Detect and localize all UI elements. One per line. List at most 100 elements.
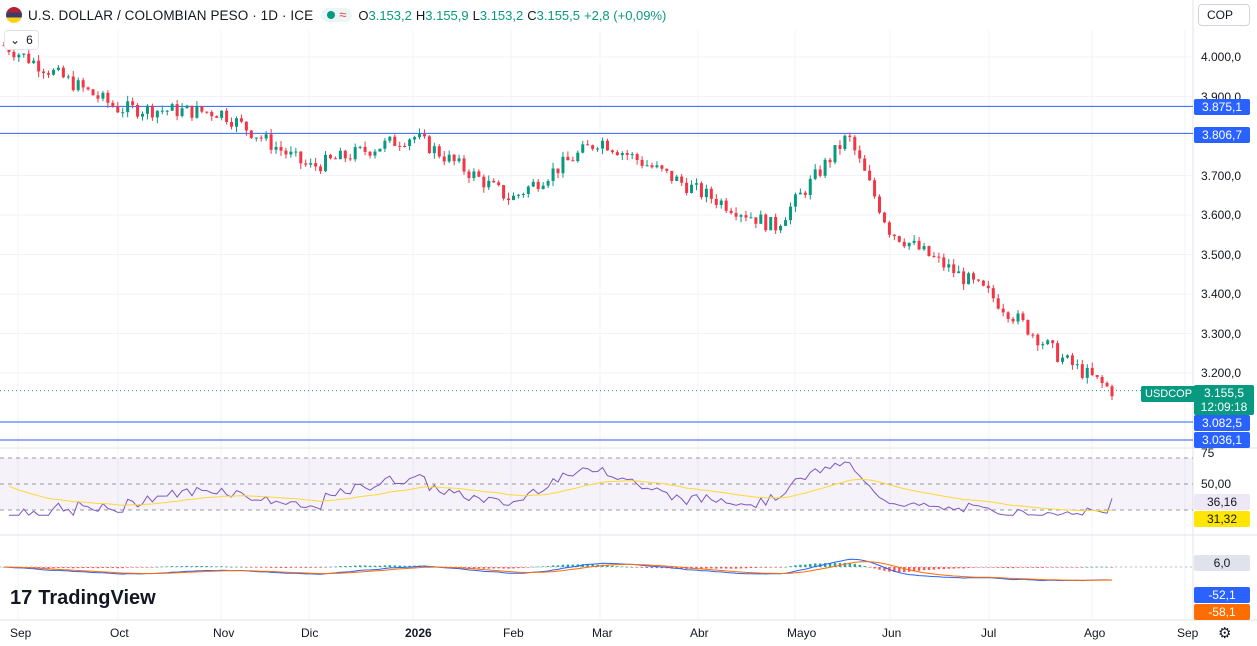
candle-body — [462, 158, 466, 172]
candle-body — [581, 144, 585, 153]
macd-histogram-bar — [695, 567, 698, 569]
candle-body — [536, 181, 540, 189]
macd-histogram-bar — [789, 566, 792, 567]
candle-body — [1011, 318, 1015, 322]
settings-gear-icon[interactable]: ⚙ — [1218, 625, 1232, 642]
macd-histogram-bar — [754, 567, 758, 569]
macd-histogram-bar — [833, 562, 837, 567]
candle-body — [1016, 313, 1020, 322]
macd-histogram-bar — [650, 567, 654, 569]
macd-histogram-bar — [769, 567, 772, 568]
candle-body — [210, 111, 214, 117]
candle-body — [388, 136, 392, 141]
candle-body — [1006, 312, 1010, 319]
candle-body — [27, 53, 31, 64]
candle-body — [437, 146, 441, 157]
currency-flag-icon — [6, 7, 22, 23]
candle-body — [680, 176, 684, 183]
candle-body — [195, 106, 199, 118]
candle-body — [482, 176, 486, 188]
candle-body — [338, 150, 342, 160]
macd-histogram-bar — [883, 567, 886, 571]
candle-body — [477, 171, 481, 177]
candle-body — [749, 217, 753, 219]
candle-body — [408, 139, 412, 146]
macd-histogram-bar — [353, 565, 357, 567]
candle-body — [225, 110, 229, 122]
candle-body — [729, 210, 733, 214]
symbol-title[interactable]: U.S. DOLLAR / COLOMBIAN PESO · 1D · ICE — [28, 7, 314, 23]
macd-histogram-bar — [724, 567, 728, 569]
macd-histogram-bar — [907, 567, 911, 572]
candle-body — [309, 163, 313, 165]
macd-histogram-bar — [611, 565, 614, 567]
time-axis-label: Jul — [981, 626, 997, 640]
candle-body — [1100, 377, 1104, 383]
candle-body — [843, 135, 847, 149]
candle-body — [269, 134, 273, 150]
macd-histogram-bar — [1016, 567, 1020, 568]
rsi-line — [8, 461, 1113, 517]
candle-body — [319, 166, 323, 172]
candle-body — [249, 130, 253, 138]
candle-body — [917, 240, 921, 250]
macd-histogram-bar — [1066, 567, 1069, 568]
macd-histogram-bar — [868, 567, 871, 568]
candle-body — [591, 145, 595, 149]
ohlc-close-key: C — [527, 7, 537, 23]
candle-body — [635, 154, 639, 160]
candle-body — [892, 234, 896, 237]
candle-body — [912, 240, 916, 243]
candle-body — [1036, 334, 1040, 346]
macd-histogram-bar — [828, 563, 832, 567]
candle-body — [848, 135, 852, 137]
ohlc-open-value: 3.153,2 — [368, 7, 412, 23]
candle-body — [418, 134, 421, 138]
macd-histogram-bar — [1076, 567, 1079, 568]
bar-countdown: 12:09:18 — [1200, 400, 1248, 414]
macd-histogram-bar — [937, 567, 941, 570]
macd-histogram-bar — [566, 564, 570, 567]
macd-histogram-bar — [507, 567, 510, 569]
candle-body — [566, 156, 570, 161]
time-axis-label: Nov — [213, 626, 235, 640]
candle-body — [294, 151, 298, 153]
macd-histogram-bar — [96, 567, 100, 569]
candle-body — [551, 168, 555, 182]
candle-body — [239, 118, 243, 122]
currency-button[interactable]: COP — [1198, 4, 1250, 26]
macd-histogram-bar — [814, 563, 817, 567]
macd-histogram-bar — [947, 567, 950, 569]
tradingview-logo[interactable]: 17 TradingView — [10, 587, 156, 610]
candle-body — [546, 181, 550, 186]
price-tick-label: 3.300,0 — [1201, 326, 1242, 341]
candle-body — [314, 163, 318, 167]
macd-histogram-bar — [764, 567, 767, 568]
macd-histogram-bar — [606, 565, 609, 567]
candle-body — [1031, 334, 1035, 336]
candle-body — [155, 110, 159, 118]
candle-body — [467, 171, 471, 179]
candle-body — [774, 216, 778, 231]
indicators-collapse-button[interactable]: ⌄ 6 — [4, 30, 39, 50]
candle-body — [215, 116, 219, 118]
candle-body — [699, 183, 703, 198]
candle-body — [739, 215, 743, 217]
macd-histogram-bar — [997, 567, 1000, 568]
macd-histogram-bar — [977, 567, 980, 568]
market-status-pill[interactable]: ≈ — [321, 8, 353, 22]
macd-histogram-bar — [116, 567, 119, 569]
macd-histogram-bar — [591, 564, 594, 567]
macd-histogram-bar — [57, 567, 60, 568]
time-axis-label: Abr — [690, 626, 709, 640]
macd-histogram-bar — [205, 566, 209, 567]
candle-body — [788, 206, 792, 221]
candle-body — [640, 159, 644, 166]
candle-body — [967, 273, 971, 285]
candle-body — [383, 140, 387, 149]
candle-body — [56, 67, 60, 70]
macd-histogram-bar — [344, 566, 347, 567]
macd-histogram-bar — [987, 567, 990, 568]
candle-body — [991, 288, 995, 299]
